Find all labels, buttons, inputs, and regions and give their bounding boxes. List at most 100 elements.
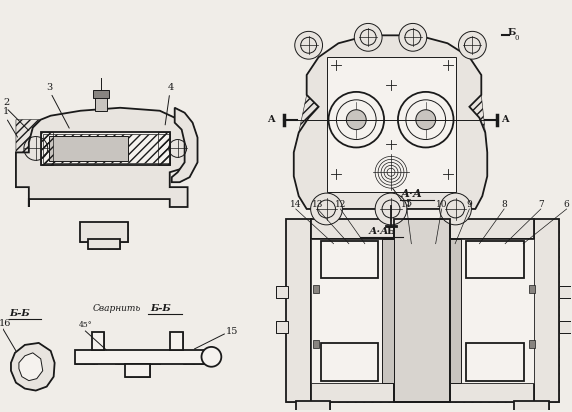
Text: 0: 0 [514, 34, 519, 42]
Bar [394, 219, 450, 403]
Polygon shape [294, 35, 487, 209]
Bar [81, 222, 128, 242]
Bar [450, 239, 534, 383]
Polygon shape [16, 119, 41, 187]
Circle shape [328, 92, 384, 147]
Polygon shape [19, 353, 43, 381]
Bar [311, 239, 534, 383]
Text: 8: 8 [501, 200, 507, 209]
Bar [76, 350, 204, 364]
Bar [450, 239, 462, 383]
Text: A: A [501, 115, 509, 124]
Bar [466, 343, 524, 381]
Text: 6: 6 [564, 200, 570, 209]
Bar [529, 340, 535, 348]
Circle shape [347, 110, 366, 130]
Polygon shape [160, 111, 188, 172]
Circle shape [440, 193, 471, 225]
Bar [115, 350, 160, 364]
Text: А·А: А·А [401, 188, 423, 199]
Circle shape [375, 193, 407, 225]
Bar [466, 241, 524, 279]
Bar [276, 286, 288, 298]
Bar [170, 332, 182, 350]
Text: 3: 3 [47, 83, 53, 92]
Bar [320, 241, 378, 279]
Bar [76, 350, 97, 364]
Bar [286, 219, 311, 403]
Circle shape [416, 110, 436, 130]
Bar [182, 350, 204, 364]
Bar [43, 133, 170, 163]
Bar [394, 219, 450, 403]
Polygon shape [16, 108, 188, 207]
Bar [311, 219, 534, 239]
Bar [514, 401, 549, 412]
Bar [92, 332, 104, 350]
Text: 10: 10 [436, 200, 447, 209]
Bar [382, 239, 394, 383]
Polygon shape [327, 57, 455, 192]
Bar [313, 286, 319, 293]
Bar [320, 343, 378, 381]
Bar [311, 383, 534, 403]
Bar [158, 131, 170, 165]
Circle shape [399, 23, 427, 51]
Bar [559, 286, 571, 298]
Bar [534, 219, 559, 403]
Text: Б-Б: Б-Б [9, 309, 30, 318]
Circle shape [459, 31, 486, 59]
Polygon shape [294, 57, 327, 176]
Circle shape [201, 347, 221, 367]
Bar [170, 332, 182, 350]
Bar [276, 286, 288, 298]
Text: 11: 11 [401, 200, 412, 209]
Bar [296, 401, 331, 412]
Bar [320, 241, 378, 279]
Bar [534, 219, 559, 403]
Text: Б: Б [507, 28, 515, 37]
Text: 2: 2 [3, 98, 9, 107]
Bar [276, 321, 288, 333]
Bar [49, 136, 128, 162]
Bar [93, 90, 109, 98]
Bar [81, 222, 128, 242]
Bar [286, 219, 311, 403]
Bar [125, 364, 150, 377]
Bar [88, 239, 120, 249]
Circle shape [295, 31, 323, 59]
Circle shape [311, 193, 343, 225]
Bar [311, 239, 395, 383]
Bar [313, 340, 319, 348]
Circle shape [354, 23, 382, 51]
Text: A: A [267, 115, 275, 124]
Bar [276, 321, 288, 333]
Bar [559, 286, 571, 298]
Bar [125, 364, 150, 377]
Text: 9: 9 [467, 200, 472, 209]
Bar [450, 239, 462, 383]
Text: 13: 13 [312, 200, 323, 209]
Bar [311, 219, 534, 239]
Bar [296, 401, 331, 412]
Polygon shape [11, 343, 55, 391]
Bar [559, 321, 571, 333]
Polygon shape [455, 57, 487, 176]
Bar [466, 241, 524, 279]
Polygon shape [172, 108, 197, 182]
Text: А·А: А·А [368, 227, 389, 236]
Text: Б: Б [387, 227, 395, 236]
Text: 4: 4 [168, 83, 174, 92]
Bar [41, 131, 53, 165]
Bar [320, 343, 378, 381]
Bar [382, 239, 394, 383]
Text: Сварнить: Сварнить [92, 304, 141, 313]
Bar [466, 343, 524, 381]
Text: 1: 1 [3, 107, 9, 116]
Bar [92, 332, 104, 350]
Text: 12: 12 [335, 200, 346, 209]
Bar [529, 286, 535, 293]
Text: 5: 5 [405, 199, 411, 208]
Text: 16: 16 [0, 319, 11, 328]
Text: 7: 7 [538, 200, 544, 209]
